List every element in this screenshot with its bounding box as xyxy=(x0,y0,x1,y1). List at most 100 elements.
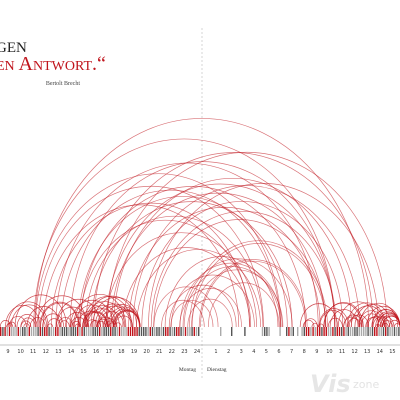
event-tick xyxy=(231,327,233,336)
day-label: Dienstag xyxy=(207,367,227,373)
hour-labels: 9 10 11 12 13 14 15 16 17 18 19 20 21 22 23 24 1 2 3 4 5 6 7 8 9… xyxy=(6,349,395,355)
hour-label: 12 xyxy=(43,349,49,355)
event-tick xyxy=(363,327,365,336)
arc xyxy=(153,219,327,328)
event-tick xyxy=(33,327,35,336)
arc xyxy=(105,232,257,328)
arc xyxy=(168,284,237,328)
arc xyxy=(170,300,214,328)
event-tick xyxy=(349,327,352,336)
event-tick xyxy=(116,327,118,336)
event-tick xyxy=(11,327,13,336)
arc xyxy=(132,185,360,328)
arc xyxy=(95,318,110,328)
event-tick xyxy=(15,327,17,336)
event-tick xyxy=(94,327,96,336)
arc xyxy=(103,304,141,328)
event-tick xyxy=(297,327,299,336)
hour-label: 19 xyxy=(131,349,137,355)
arc xyxy=(207,282,280,328)
arc xyxy=(65,312,90,328)
event-tick xyxy=(61,327,63,336)
event-tick xyxy=(88,327,90,336)
hour-label: 24 xyxy=(194,349,200,355)
arc xyxy=(94,303,133,328)
arc xyxy=(114,315,133,328)
hour-label: 21 xyxy=(156,349,162,355)
quote-line-1: gen xyxy=(0,32,27,57)
event-tick xyxy=(173,327,176,336)
event-tick xyxy=(341,327,343,336)
event-tick xyxy=(70,327,72,336)
arc xyxy=(50,202,250,328)
event-tick xyxy=(151,327,154,336)
event-tick xyxy=(92,327,94,336)
arc xyxy=(40,302,80,328)
arc xyxy=(0,320,12,328)
event-tick xyxy=(154,327,156,336)
event-tick xyxy=(156,327,158,336)
hour-label: 3 xyxy=(240,349,243,355)
hour-label: 15 xyxy=(80,349,86,355)
event-tick xyxy=(138,327,140,336)
arc xyxy=(6,322,14,328)
event-tick xyxy=(77,327,79,336)
event-tick xyxy=(178,327,180,336)
event-tick xyxy=(323,327,325,336)
event-tick xyxy=(55,327,57,336)
arcs xyxy=(0,118,400,328)
hour-label: 7 xyxy=(290,349,293,355)
event-tick xyxy=(264,327,266,336)
arc xyxy=(14,294,67,328)
event-tick xyxy=(393,327,396,336)
arc xyxy=(29,317,46,328)
event-tick xyxy=(118,327,121,336)
event-tick xyxy=(288,327,290,336)
arc xyxy=(85,215,264,328)
event-tick xyxy=(321,327,323,336)
arc xyxy=(327,317,343,328)
event-tick xyxy=(37,327,39,336)
event-tick xyxy=(385,327,387,336)
event-tick xyxy=(316,327,319,336)
hour-label: 14 xyxy=(68,349,74,355)
event-tick xyxy=(85,327,88,336)
hour-label: 14 xyxy=(377,349,383,355)
arc xyxy=(20,320,32,328)
event-tick xyxy=(22,327,24,336)
hour-label: 12 xyxy=(351,349,357,355)
hour-label: 10 xyxy=(17,349,23,355)
arc xyxy=(164,256,279,328)
event-tick xyxy=(112,327,114,336)
arc xyxy=(161,299,205,328)
event-tick xyxy=(352,327,354,336)
event-tick xyxy=(132,327,134,336)
event-tick xyxy=(180,327,182,336)
event-tick xyxy=(345,327,347,336)
event-tick xyxy=(134,327,136,336)
arc xyxy=(39,301,80,328)
event-strip xyxy=(0,327,400,336)
event-tick xyxy=(308,327,310,336)
arc xyxy=(182,258,293,328)
arc xyxy=(329,309,359,328)
event-tick xyxy=(391,327,393,336)
event-tick xyxy=(360,327,363,336)
event-tick xyxy=(125,327,127,336)
quote-author: Bertolt Brecht xyxy=(46,81,80,87)
event-tick xyxy=(140,327,143,336)
arc xyxy=(150,211,337,328)
event-tick xyxy=(314,327,316,336)
arc xyxy=(79,219,252,328)
event-tick xyxy=(101,327,103,336)
hour-label: 13 xyxy=(364,349,370,355)
arc xyxy=(58,320,70,328)
event-tick xyxy=(191,327,193,336)
event-tick xyxy=(169,327,171,336)
event-tick xyxy=(129,327,132,336)
event-tick xyxy=(46,327,48,336)
event-tick xyxy=(184,327,187,336)
day-label: Montag xyxy=(179,367,196,373)
event-tick xyxy=(182,327,184,336)
watermark-suffix: zone xyxy=(353,378,379,391)
